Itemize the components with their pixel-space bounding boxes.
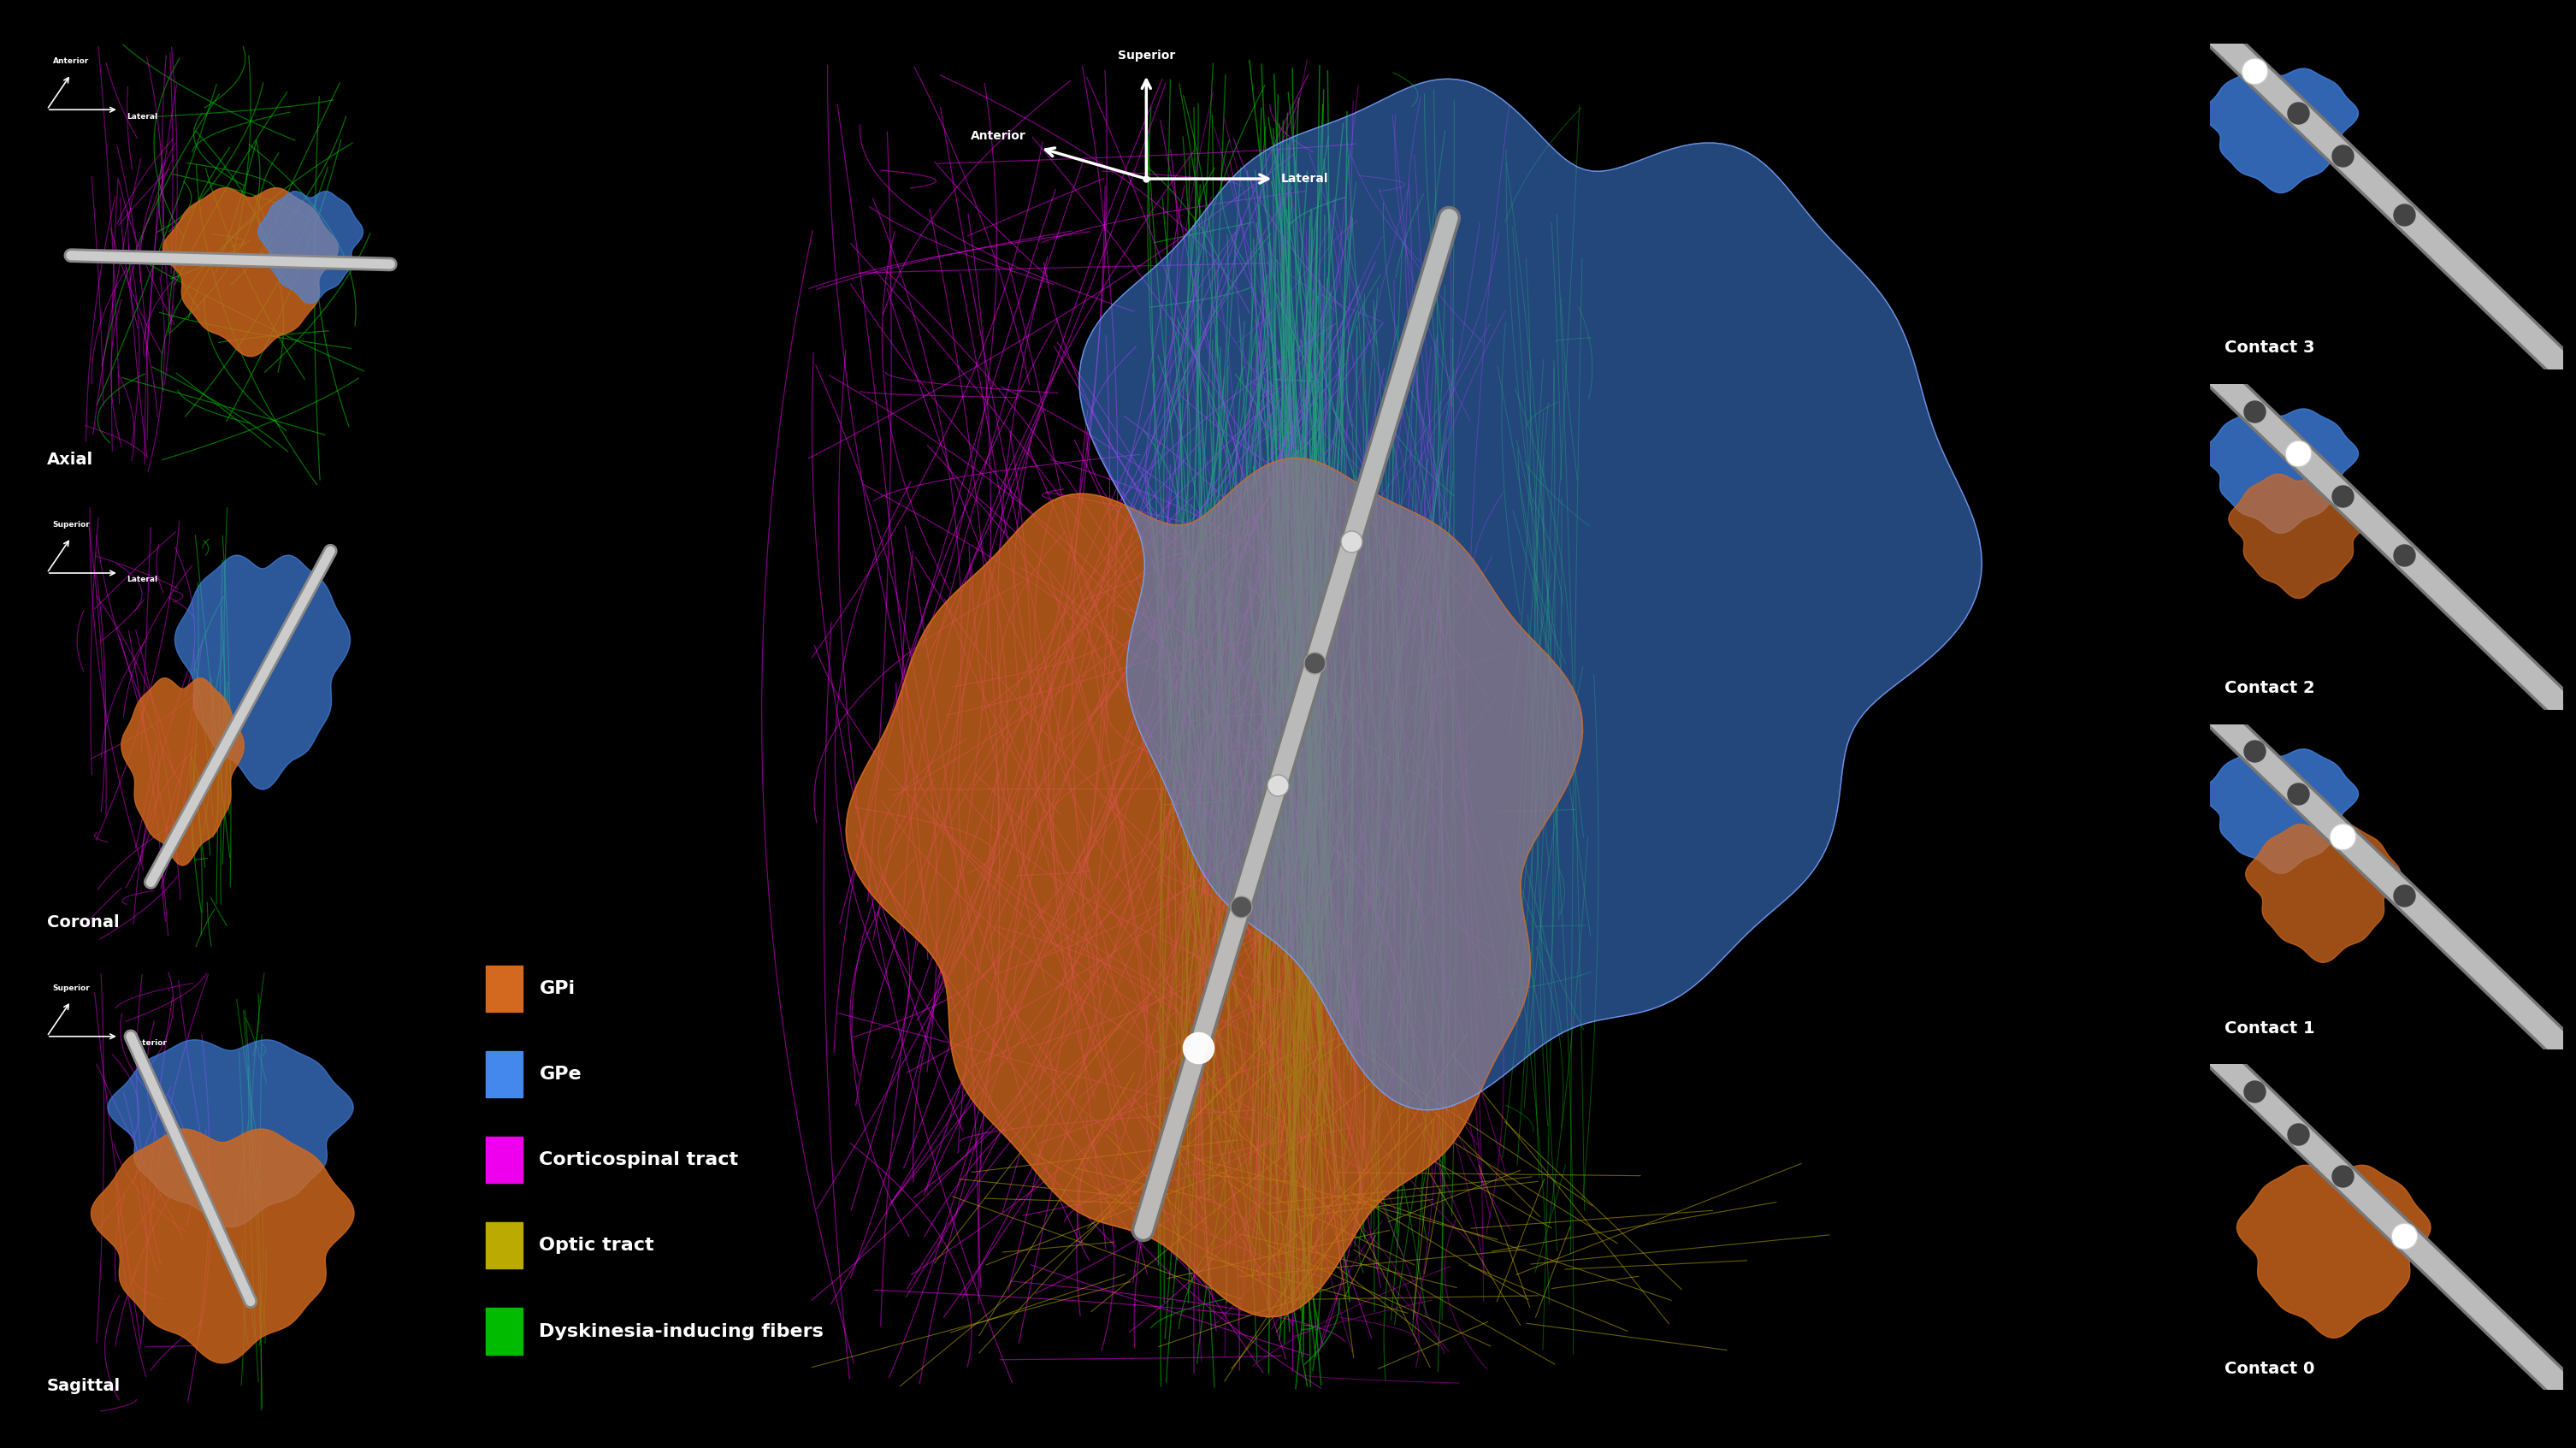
Text: Contact 0: Contact 0	[2223, 1361, 2313, 1377]
Bar	[487, 1222, 523, 1268]
Text: Contact 1: Contact 1	[2223, 1021, 2316, 1037]
Text: Lateral: Lateral	[1280, 172, 1329, 185]
Text: Anterior: Anterior	[52, 58, 90, 65]
Text: Posterior: Posterior	[126, 1040, 167, 1047]
Polygon shape	[162, 188, 337, 356]
Polygon shape	[258, 191, 363, 304]
Text: Sagittal: Sagittal	[46, 1378, 121, 1394]
Polygon shape	[2246, 824, 2401, 963]
Text: Lateral: Lateral	[126, 113, 157, 120]
Text: Contact 3: Contact 3	[2223, 340, 2316, 356]
Text: Optic tract: Optic tract	[538, 1237, 654, 1254]
Bar	[487, 1308, 523, 1354]
Bar	[487, 1137, 523, 1183]
Text: Dyskinesia-inducing fibers: Dyskinesia-inducing fibers	[538, 1322, 824, 1339]
Text: Anterior: Anterior	[971, 130, 1025, 142]
Polygon shape	[108, 1040, 353, 1228]
Bar	[487, 966, 523, 1012]
Polygon shape	[2236, 1166, 2432, 1338]
Polygon shape	[175, 555, 350, 789]
Text: Axial: Axial	[46, 452, 93, 468]
Text: Contact 2: Contact 2	[2223, 681, 2316, 696]
Text: Superior: Superior	[52, 521, 90, 529]
Polygon shape	[845, 458, 1582, 1316]
Polygon shape	[2202, 408, 2357, 533]
Bar	[487, 1051, 523, 1098]
Polygon shape	[90, 1129, 353, 1363]
Text: Superior: Superior	[1118, 49, 1175, 62]
Text: Superior: Superior	[52, 985, 90, 992]
Polygon shape	[2228, 473, 2367, 598]
Polygon shape	[2202, 68, 2357, 193]
Polygon shape	[2202, 749, 2357, 873]
Text: Corticospinal tract: Corticospinal tract	[538, 1151, 739, 1169]
Polygon shape	[121, 678, 245, 866]
Polygon shape	[1079, 78, 1981, 1111]
Text: GPe: GPe	[538, 1066, 582, 1083]
Text: Coronal: Coronal	[46, 915, 118, 931]
Text: Lateral: Lateral	[126, 576, 157, 584]
Text: GPi: GPi	[538, 980, 574, 998]
